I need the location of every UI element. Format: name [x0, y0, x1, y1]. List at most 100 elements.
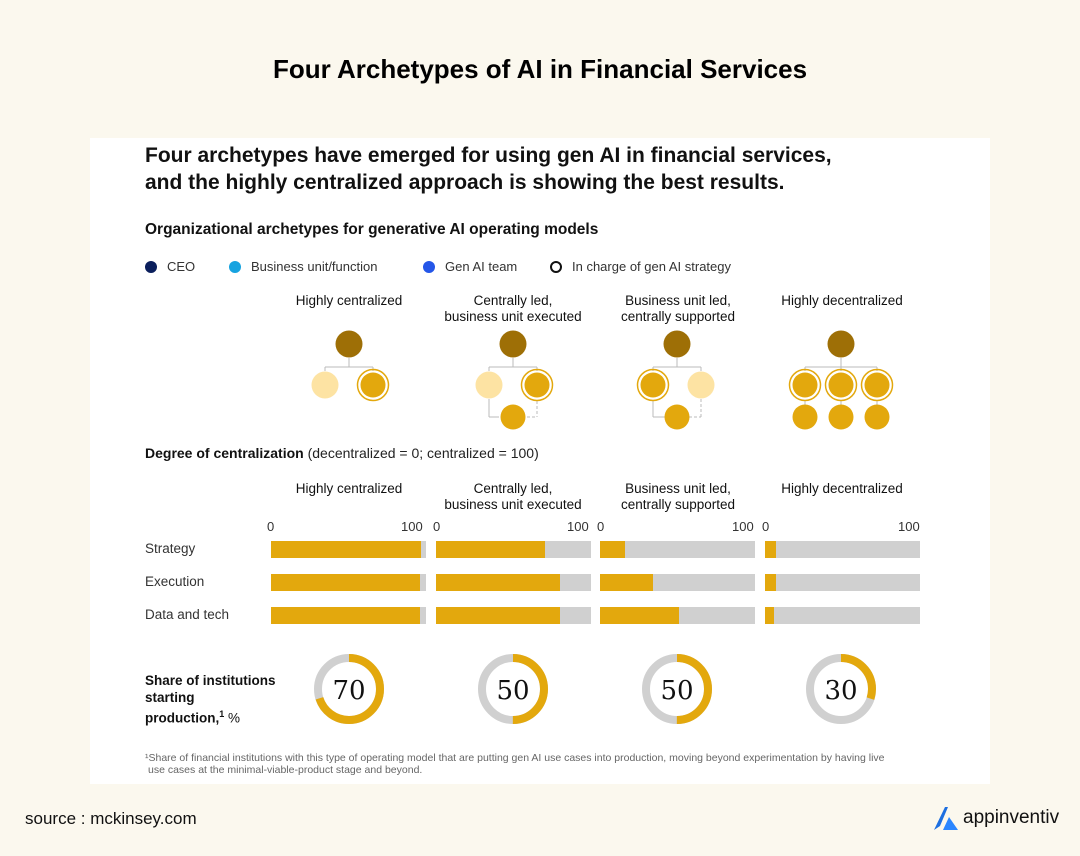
ceo-node-icon: [335, 330, 363, 358]
archetype-line2: Highly centralized: [295, 481, 403, 496]
axis-tick-max: 100: [567, 519, 589, 534]
axis-tick-max: 100: [898, 519, 920, 534]
subtitle: Organizational archetypes for generative…: [145, 221, 599, 238]
gen-ai-team-node-icon: [828, 404, 854, 430]
source-credit: source : mckinsey.com: [25, 809, 197, 828]
org-diagrams: [311, 330, 894, 430]
strategy-ring-icon: [824, 368, 858, 402]
bar: [765, 574, 776, 591]
footnote-line2: use cases at the minimal-viable-product …: [148, 764, 423, 776]
archetype-line2: business unit executed: [444, 309, 582, 324]
share-label: Share of institutions starting productio…: [145, 672, 276, 727]
archetype-label-top-3: Business unit led, centrally supported: [593, 293, 763, 325]
archetype-line2: centrally supported: [620, 497, 736, 512]
gen-ai-team-node-icon: [864, 404, 890, 430]
strategy-ring-icon: [636, 368, 670, 402]
donut-value-label: 30: [824, 676, 857, 706]
archetype-label-top-4: Highly decentralized: [757, 293, 927, 309]
appinventiv-logo-icon: [934, 807, 958, 830]
bar: [436, 607, 560, 624]
archetype-line2: Highly centralized: [295, 293, 403, 308]
donut: 30: [806, 654, 876, 724]
bar: [600, 607, 680, 624]
brand-name: appinventiv: [963, 807, 1060, 828]
business-unit-node-icon: [475, 371, 503, 399]
bar-track: [765, 607, 920, 624]
bar: [271, 607, 420, 624]
donut: 50: [642, 654, 712, 724]
legend-item-ceo: CEO: [145, 259, 195, 274]
headline-line-2: and the highly centralized approach is s…: [145, 171, 785, 194]
bar: [600, 541, 625, 558]
donut: 70: [314, 654, 384, 724]
donut-slice: [314, 654, 384, 724]
share-label-unit: %: [224, 710, 241, 726]
bar: [271, 574, 420, 591]
archetype-label-bars-1: Highly centralized: [264, 481, 434, 497]
business-unit-node-icon: [864, 372, 890, 398]
archetype-line2: business unit executed: [444, 497, 582, 512]
donut-slice: [642, 654, 712, 724]
degree-label: Degree of centralization (decentralized …: [145, 445, 539, 461]
axis-tick-max: 100: [401, 519, 423, 534]
infographic-card: Four archetypes have emerged for using g…: [90, 138, 990, 784]
strategy-ring-icon: [860, 368, 894, 402]
archetype-line1: Business unit led,: [625, 481, 731, 496]
business-unit-node-icon: [792, 372, 818, 398]
donut-charts: 70 50 50 30: [314, 654, 876, 724]
donut-slice: [806, 654, 876, 724]
ceo-node-icon: [499, 330, 527, 358]
bar: [600, 574, 653, 591]
legend-item-strategy-owner: In charge of gen AI strategy: [550, 259, 731, 274]
archetype-label-bars-3: Business unit led, centrally supported: [593, 481, 763, 513]
bar-track: [600, 541, 755, 558]
headline-line-1: Four archetypes have emerged for using g…: [145, 144, 832, 167]
legend-label: In charge of gen AI strategy: [572, 259, 731, 274]
business-unit-node-icon: [828, 372, 854, 398]
donut: 50: [478, 654, 548, 724]
archetype-label-bars-4: Highly decentralized: [757, 481, 927, 497]
strategy-ring-icon: [356, 368, 390, 402]
bar-track: [436, 607, 591, 624]
gen-ai-team-node-icon: [687, 371, 715, 399]
gen-ai-team-dot-icon: [423, 260, 435, 273]
row-label-strategy: Strategy: [145, 541, 196, 556]
footnote: ¹Share of financial institutions with th…: [145, 752, 925, 776]
archetype-line1: Centrally led,: [473, 293, 553, 308]
archetype-line2: Highly decentralized: [781, 481, 903, 496]
bar: [436, 541, 545, 558]
donut-slice: [478, 654, 548, 724]
bar-track: [765, 574, 920, 591]
donut-value-label: 70: [332, 676, 365, 706]
bar-track: [600, 607, 755, 624]
business-unit-dot-icon: [229, 260, 241, 273]
ceo-dot-icon: [145, 260, 157, 273]
strategy-ring-icon: [550, 260, 562, 273]
page-title: Four Archetypes of AI in Financial Servi…: [272, 54, 808, 84]
bar-track: [271, 541, 426, 558]
archetype-line1: Business unit led,: [625, 293, 731, 308]
archetype-line2: centrally supported: [620, 309, 736, 324]
bar-track: [436, 574, 591, 591]
bar: [436, 574, 560, 591]
legend-item-gen-ai-team: Gen AI team: [423, 259, 517, 274]
bar-track: [600, 574, 755, 591]
headline: Four archetypes have emerged for using g…: [145, 142, 832, 196]
archetype-line2: Highly decentralized: [781, 293, 903, 308]
business-unit-node-icon: [640, 372, 666, 398]
gen-ai-team-node-icon: [524, 372, 550, 398]
ceo-node-icon: [827, 330, 855, 358]
share-label-line2: starting: [145, 690, 195, 705]
archetype-line1: Centrally led,: [473, 481, 553, 496]
org-diagram-centrally-led: [475, 330, 554, 430]
share-label-line3: production,1 %: [145, 706, 276, 727]
org-diagram-highly-centralized: [311, 330, 390, 402]
bar: [765, 607, 775, 624]
footnote-line1: ¹Share of financial institutions with th…: [145, 752, 885, 764]
legend-label: CEO: [167, 259, 196, 274]
brand-logo: appinventiv: [932, 804, 1059, 832]
archetype-label-top-1: Highly centralized: [264, 293, 434, 309]
row-label-data-and-tech: Data and tech: [145, 607, 230, 622]
axis-tick-min: 0: [433, 519, 441, 534]
share-label-text: production,: [145, 710, 220, 726]
